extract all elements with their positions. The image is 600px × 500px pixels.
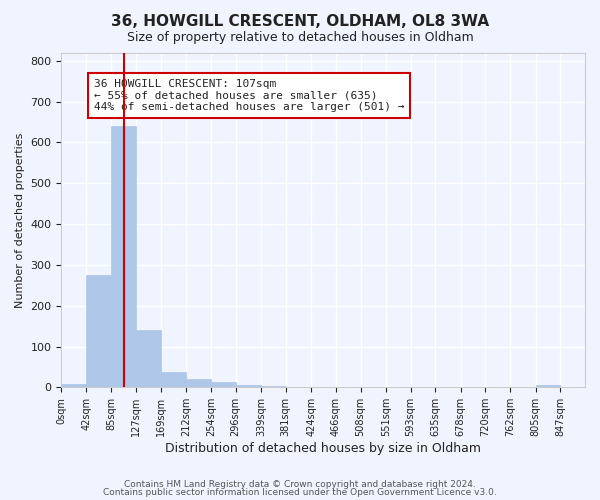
Bar: [112, 126, 136, 388]
Text: Contains HM Land Registry data © Crown copyright and database right 2024.: Contains HM Land Registry data © Crown c…: [124, 480, 476, 489]
X-axis label: Distribution of detached houses by size in Oldham: Distribution of detached houses by size …: [165, 442, 481, 455]
Bar: [536, 386, 560, 388]
Text: Contains public sector information licensed under the Open Government Licence v3: Contains public sector information licen…: [103, 488, 497, 497]
Text: 36, HOWGILL CRESCENT, OLDHAM, OL8 3WA: 36, HOWGILL CRESCENT, OLDHAM, OL8 3WA: [111, 14, 489, 29]
Bar: [86, 275, 112, 388]
Bar: [136, 330, 161, 388]
Y-axis label: Number of detached properties: Number of detached properties: [15, 132, 25, 308]
Bar: [236, 386, 261, 388]
Bar: [186, 379, 211, 388]
Text: Size of property relative to detached houses in Oldham: Size of property relative to detached ho…: [127, 31, 473, 44]
Bar: [211, 382, 236, 388]
Text: 36 HOWGILL CRESCENT: 107sqm
← 55% of detached houses are smaller (635)
44% of se: 36 HOWGILL CRESCENT: 107sqm ← 55% of det…: [94, 79, 404, 112]
Bar: [261, 386, 286, 388]
Bar: [161, 372, 186, 388]
Bar: [61, 384, 86, 388]
